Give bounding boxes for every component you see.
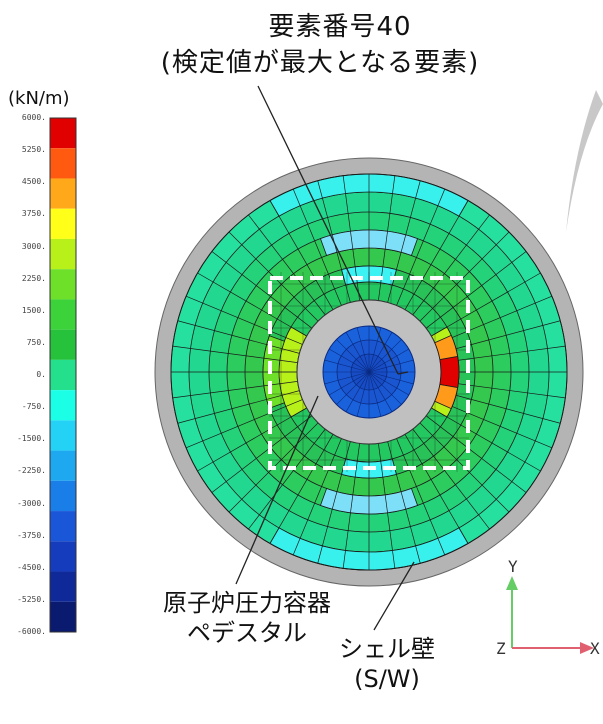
legend-tick-label: 3000.	[21, 241, 46, 251]
legend-tick-label: 4500.	[21, 177, 46, 187]
legend-swatch	[50, 178, 76, 209]
legend-swatch	[50, 601, 76, 632]
orange-element	[434, 334, 459, 360]
rpv-pedestal-disc	[322, 325, 416, 419]
leader-line-shell	[373, 561, 415, 631]
leader-line-rpv	[235, 395, 319, 585]
axis-label-y: Y	[508, 557, 518, 576]
legend-swatch	[50, 118, 76, 149]
max-element	[439, 355, 460, 389]
shell-wall-label-line2: (S/W)	[354, 665, 420, 693]
legend-swatch	[50, 541, 76, 572]
legend-unit: (kN/m)	[8, 88, 70, 109]
legend-swatch	[50, 390, 76, 421]
rpv-pedestal-label-line2: ペデスタル	[187, 619, 307, 647]
legend-swatch	[50, 420, 76, 451]
leader-line-element40	[257, 85, 399, 375]
legend-tick-label: 5250.	[21, 145, 46, 155]
legend-swatch	[50, 329, 76, 360]
legend-tick-label: 750.	[26, 337, 46, 347]
legend-tick-label: 6000.	[21, 113, 46, 122]
legend-tick-label: -3000.	[17, 498, 46, 508]
legend-tick-label: -4500.	[17, 562, 46, 572]
axis-triad: Y Z X	[496, 557, 600, 658]
title-element-number: 要素番号40	[268, 12, 412, 42]
legend-swatch	[50, 450, 76, 481]
legend-tick-label: 3750.	[21, 209, 46, 219]
axis-label-z: Z	[496, 639, 506, 658]
legend-swatch	[50, 299, 76, 330]
shell-arc-decoration	[566, 90, 603, 232]
leader-line-element40-b	[397, 371, 409, 375]
legend-swatch	[50, 238, 76, 270]
legend-tick-label: -750.	[21, 402, 46, 412]
legend-swatch	[50, 208, 76, 239]
legend-tick-label: 1500.	[21, 305, 46, 315]
max-element-region	[434, 334, 460, 410]
shell-wall-label-line1: シェル壁	[339, 635, 435, 663]
legend-tick-label: -2250.	[17, 466, 46, 476]
legend-color-bar	[49, 117, 77, 633]
legend-swatch	[50, 269, 76, 300]
rpv-pedestal-label: 原子炉圧力容器 ペデスタル	[122, 588, 372, 648]
legend-tick-label: -6000.	[17, 627, 46, 636]
legend-swatch	[50, 148, 76, 179]
legend-tick-label: -3750.	[17, 530, 46, 540]
legend-tick-label: -1500.	[17, 434, 46, 444]
rpv-pedestal-label-line1: 原子炉圧力容器	[163, 589, 331, 617]
legend-tick-label: -5250.	[17, 594, 46, 604]
focus-rectangle	[268, 276, 470, 470]
legend-swatch	[50, 571, 76, 602]
legend-swatch	[50, 359, 76, 391]
orange-element	[434, 384, 459, 410]
legend-swatch	[50, 480, 76, 512]
shell-wall-label: シェル壁 (S/W)	[312, 634, 462, 694]
legend-tick-label: 2250.	[21, 273, 46, 283]
legend-tick-label: 0.	[36, 370, 46, 379]
axis-label-x: X	[590, 639, 600, 658]
legend-swatch	[50, 511, 76, 542]
title-max-ratio-note: (検定値が最大となる要素)	[160, 48, 480, 78]
